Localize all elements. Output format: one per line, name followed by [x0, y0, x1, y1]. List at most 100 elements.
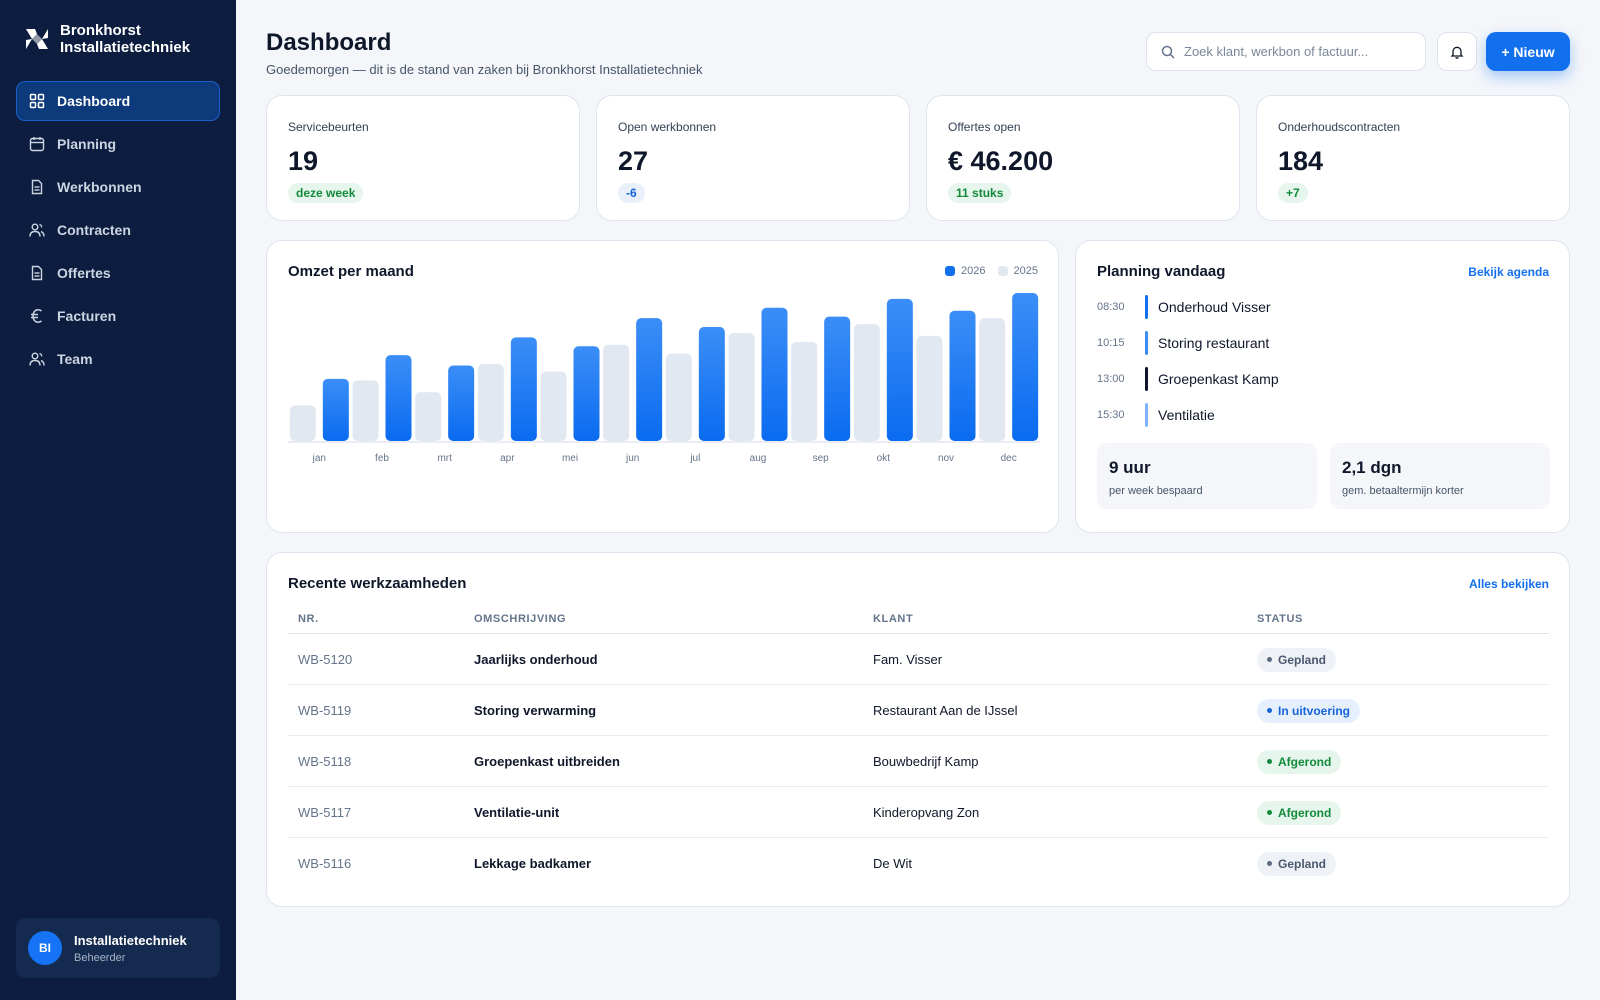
planning-item[interactable]: 08:30 Onderhoud Visser	[1097, 295, 1271, 319]
nav-label: Planning	[57, 136, 117, 152]
bar-2025-mei	[540, 371, 567, 441]
stat-card-offertes-open: Offertes open € 46.200 11 stuks	[926, 95, 1240, 221]
bar-2025-aug	[728, 332, 755, 441]
stat-value: 27	[618, 146, 649, 176]
grid-icon	[29, 93, 45, 109]
brand[interactable]: Bronkhorst Installatietechniek	[24, 22, 190, 56]
status-label: Afgerond	[1278, 754, 1332, 769]
table-row[interactable]: WB-5117 Ventilatie-unit Kinderopvang Zon…	[288, 787, 1549, 838]
x-tick-label: nov	[938, 453, 954, 464]
new-button[interactable]: + Nieuw	[1486, 32, 1570, 71]
status-dot	[1267, 708, 1272, 713]
chart-legend: 2026 2025	[945, 265, 1038, 277]
recent-work-card: Recente werkzaamheden Alles bekijken NR.…	[266, 552, 1570, 907]
user-card[interactable]: BI Installatietechniek Beheerder	[16, 918, 220, 978]
users-icon	[29, 352, 45, 366]
nav-item-facturen[interactable]: Facturen	[16, 296, 220, 336]
cell-nr: WB-5120	[298, 652, 353, 667]
legend-swatch	[945, 266, 956, 276]
bar-2025-okt	[853, 324, 880, 441]
bar-2025-dec	[979, 318, 1006, 441]
nav-item-offertes[interactable]: Offertes	[16, 253, 220, 293]
search-icon	[1161, 45, 1175, 59]
bar-2026-aug	[761, 307, 788, 441]
column-header-nr[interactable]: NR.	[298, 613, 319, 625]
bar-2026-jun	[636, 318, 663, 441]
cell-status: Afgerond	[1257, 787, 1342, 838]
planning-item[interactable]: 15:30 Ventilatie	[1097, 403, 1215, 427]
cell-client: Bouwbedrijf Kamp	[873, 754, 979, 769]
status-dot	[1267, 657, 1272, 662]
avatar: BI	[28, 931, 62, 965]
table-row[interactable]: WB-5120 Jaarlijks onderhoud Fam. Visser …	[288, 634, 1549, 685]
status-dot	[1267, 861, 1272, 866]
document-icon	[31, 179, 43, 195]
cell-description: Ventilatie-unit	[474, 805, 560, 820]
document-icon	[31, 265, 43, 281]
search-box[interactable]	[1146, 32, 1426, 71]
bar-2026-jul	[698, 327, 725, 441]
search-input[interactable]	[1184, 44, 1414, 59]
nav-label: Offertes	[57, 265, 111, 281]
x-tick-label: mei	[562, 453, 578, 464]
metric-value: 2,1 dgn	[1342, 458, 1402, 477]
euro-icon	[31, 309, 42, 323]
page-subtitle: Goedemorgen — dit is de stand van zaken …	[266, 62, 703, 77]
nav-item-planning[interactable]: Planning	[16, 124, 220, 164]
nav-item-contracten[interactable]: Contracten	[16, 210, 220, 250]
planning-item[interactable]: 13:00 Groepenkast Kamp	[1097, 367, 1279, 391]
status-badge[interactable]: Gepland	[1257, 647, 1337, 672]
cell-status: Afgerond	[1257, 736, 1342, 787]
nav-item-werkbonnen[interactable]: Werkbonnen	[16, 167, 220, 207]
x-tick-label: apr	[500, 453, 515, 464]
status-label: In uitvoering	[1278, 703, 1350, 718]
status-label: Afgerond	[1278, 805, 1332, 820]
stat-badge: deze week	[288, 183, 364, 203]
bell-icon	[1450, 46, 1464, 59]
table-row[interactable]: WB-5119 Storing verwarming Restaurant Aa…	[288, 685, 1549, 736]
planning-time: 10:15	[1097, 337, 1125, 349]
column-header-status[interactable]: STATUS	[1257, 613, 1303, 625]
column-header-omschrijving[interactable]: OMSCHRIJVING	[474, 613, 567, 625]
cell-description: Groepenkast uitbreiden	[474, 754, 620, 769]
x-tick-label: feb	[375, 453, 389, 464]
status-badge[interactable]: Afgerond	[1257, 749, 1342, 774]
nav-label: Werkbonnen	[57, 179, 142, 195]
bar-2025-jan	[289, 405, 316, 441]
stat-label: Onderhoudscontracten	[1278, 120, 1401, 134]
status-badge[interactable]: In uitvoering	[1257, 698, 1360, 723]
status-badge[interactable]: Afgerond	[1257, 800, 1342, 825]
legend-item-2025: 2025	[997, 265, 1038, 277]
user-role: Beheerder	[74, 951, 126, 964]
metric-value: 9 uur	[1109, 458, 1151, 477]
bar-2025-apr	[477, 364, 504, 441]
status-label: Gepland	[1278, 652, 1327, 667]
status-badge[interactable]: Gepland	[1257, 851, 1337, 876]
nav-label: Contracten	[57, 222, 131, 238]
bar-2025-nov	[916, 335, 943, 441]
recent-title: Recente werkzaamheden	[288, 575, 467, 592]
users-icon	[29, 223, 45, 237]
notifications-button[interactable]	[1437, 32, 1477, 71]
table-row[interactable]: WB-5118 Groepenkast uitbreiden Bouwbedri…	[288, 736, 1549, 787]
status-dot	[1267, 810, 1272, 815]
main-nav: Dashboard Planning Werkbonnen Contracten…	[16, 81, 220, 382]
planning-time: 15:30	[1097, 409, 1125, 421]
bar-2026-dec	[1012, 293, 1039, 441]
nav-item-dashboard[interactable]: Dashboard	[16, 81, 220, 121]
planning-item[interactable]: 10:15 Storing restaurant	[1097, 331, 1269, 355]
table-header-divider	[288, 633, 1549, 634]
cell-status: Gepland	[1257, 838, 1337, 889]
nav-label: Team	[57, 351, 93, 367]
stat-label: Offertes open	[948, 120, 1021, 134]
chart-title: Omzet per maand	[288, 263, 414, 280]
view-agenda-link[interactable]: Bekijk agenda	[1468, 265, 1549, 279]
nav-item-team[interactable]: Team	[16, 339, 220, 379]
bar-2025-jun	[603, 344, 630, 441]
planning-marker	[1145, 295, 1148, 319]
view-all-link[interactable]: Alles bekijken	[1468, 577, 1549, 591]
x-tick-label: aug	[750, 453, 767, 464]
nav-label: Facturen	[57, 308, 117, 324]
column-header-klant[interactable]: KLANT	[873, 613, 914, 625]
table-row[interactable]: WB-5116 Lekkage badkamer De Wit Gepland	[288, 838, 1549, 889]
